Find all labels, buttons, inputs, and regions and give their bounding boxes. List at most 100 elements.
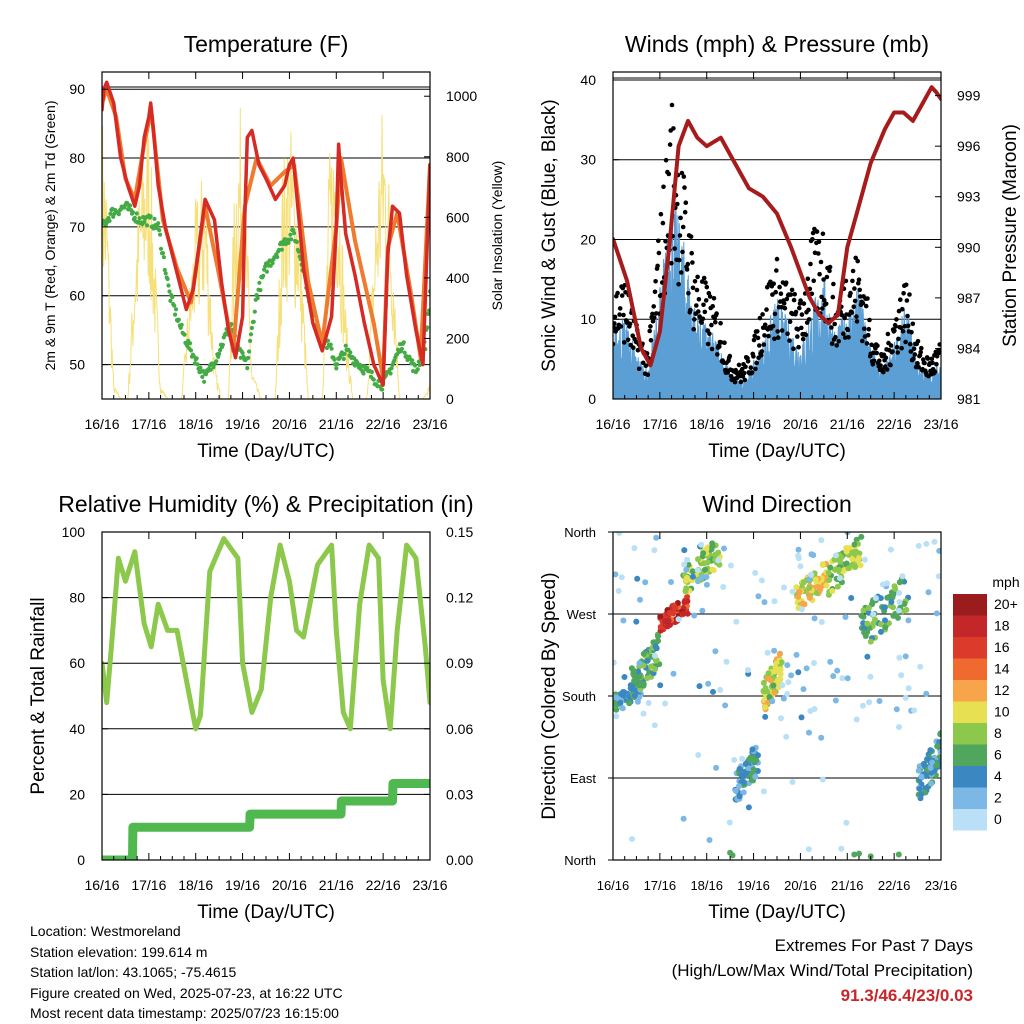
direction-point — [811, 615, 818, 622]
gust-point — [751, 337, 757, 343]
gust-point — [676, 282, 681, 287]
gust-point — [652, 315, 657, 320]
direction-point — [762, 713, 769, 720]
gust-point — [694, 287, 700, 293]
colorbar-label: 14 — [994, 661, 1010, 677]
direction-point — [827, 658, 834, 665]
direction-point — [933, 610, 940, 617]
gust-point — [684, 267, 690, 272]
dewpoint-point — [371, 377, 376, 382]
dewpoint-point — [369, 369, 374, 375]
gust-point — [667, 142, 673, 147]
direction-point — [634, 698, 641, 705]
dewpoint-point — [202, 379, 207, 384]
direction-point — [765, 670, 772, 677]
direction-point — [732, 787, 739, 794]
direction-point — [895, 614, 901, 621]
colorbar-swatch — [953, 615, 987, 637]
gust-point — [764, 307, 769, 312]
pressure-series — [613, 85, 941, 368]
y-tick-label: 60 — [69, 288, 85, 304]
direction-point — [736, 793, 743, 800]
direction-point — [865, 609, 872, 616]
direction-point — [827, 564, 834, 571]
direction-point — [814, 584, 821, 590]
direction-point — [781, 584, 787, 591]
direction-point — [803, 665, 810, 672]
direction-point — [837, 558, 844, 565]
direction-point — [928, 780, 935, 787]
gust-point — [711, 296, 717, 301]
direction-point — [911, 707, 917, 714]
gust-point — [857, 287, 862, 293]
gust-point — [617, 312, 622, 317]
dewpoint-point — [342, 351, 347, 356]
direction-point — [706, 837, 713, 843]
direction-point — [864, 620, 871, 627]
y2-tick-label: 996 — [957, 138, 981, 154]
dewpoint-point — [275, 254, 280, 260]
x-tick-label: 23/16 — [923, 416, 958, 432]
gust-point — [793, 309, 799, 315]
direction-point — [695, 752, 702, 758]
gust-point — [821, 277, 826, 282]
gust-point — [901, 291, 906, 296]
plot-area-direction — [613, 532, 941, 860]
x-tick-label: 20/16 — [783, 416, 818, 432]
y-tick-label: 50 — [69, 357, 85, 373]
direction-point — [806, 729, 812, 736]
dewpoint-point — [332, 357, 337, 362]
direction-point — [927, 747, 934, 754]
dewpoint-point — [399, 346, 404, 352]
direction-point — [833, 552, 839, 559]
direction-point — [745, 804, 752, 811]
gust-point — [841, 331, 846, 337]
y-tick-label: 0 — [77, 852, 85, 868]
gust-point — [621, 312, 626, 318]
dewpoint-point — [218, 348, 223, 353]
direction-point — [843, 548, 850, 555]
direction-point — [627, 682, 634, 689]
gust-point — [915, 361, 920, 366]
gust-point — [770, 323, 776, 329]
direction-point — [681, 547, 688, 554]
direction-point — [764, 649, 771, 656]
gust-point — [671, 126, 676, 131]
direction-point — [867, 638, 874, 645]
direction-point — [739, 755, 746, 762]
dewpoint-point — [380, 387, 385, 392]
gust-point — [883, 355, 889, 361]
gust-point — [795, 334, 800, 339]
direction-point — [842, 614, 849, 620]
gust-point — [618, 324, 624, 329]
direction-point — [717, 686, 724, 693]
direction-point — [655, 633, 661, 640]
direction-point — [644, 657, 651, 664]
gust-point — [692, 317, 697, 322]
temp-2m-series — [102, 80, 430, 387]
direction-point — [853, 716, 860, 723]
gust-point — [710, 304, 715, 309]
direction-point — [762, 685, 769, 692]
y-tick-label: 20 — [580, 231, 596, 247]
direction-point — [680, 815, 687, 822]
gust-point — [648, 324, 653, 329]
dewpoint-point — [296, 249, 301, 254]
direction-point — [779, 682, 786, 689]
gust-point — [907, 341, 913, 347]
created-text: Figure created on Wed, 2025-07-23, at 16… — [30, 984, 343, 1001]
gust-point — [787, 319, 793, 325]
dewpoint-point — [144, 223, 150, 228]
direction-point — [736, 766, 743, 772]
direction-point — [703, 581, 710, 588]
x-tick-label: 17/16 — [131, 416, 166, 432]
gust-point — [781, 301, 787, 306]
direction-point — [896, 607, 902, 614]
x-tick-label: 17/16 — [642, 416, 677, 432]
direction-point — [619, 705, 626, 712]
gust-point — [745, 359, 751, 364]
gust-point — [660, 220, 666, 226]
direction-point — [729, 852, 736, 859]
dewpoint-point — [251, 319, 256, 324]
dewpoint-point — [200, 374, 205, 379]
